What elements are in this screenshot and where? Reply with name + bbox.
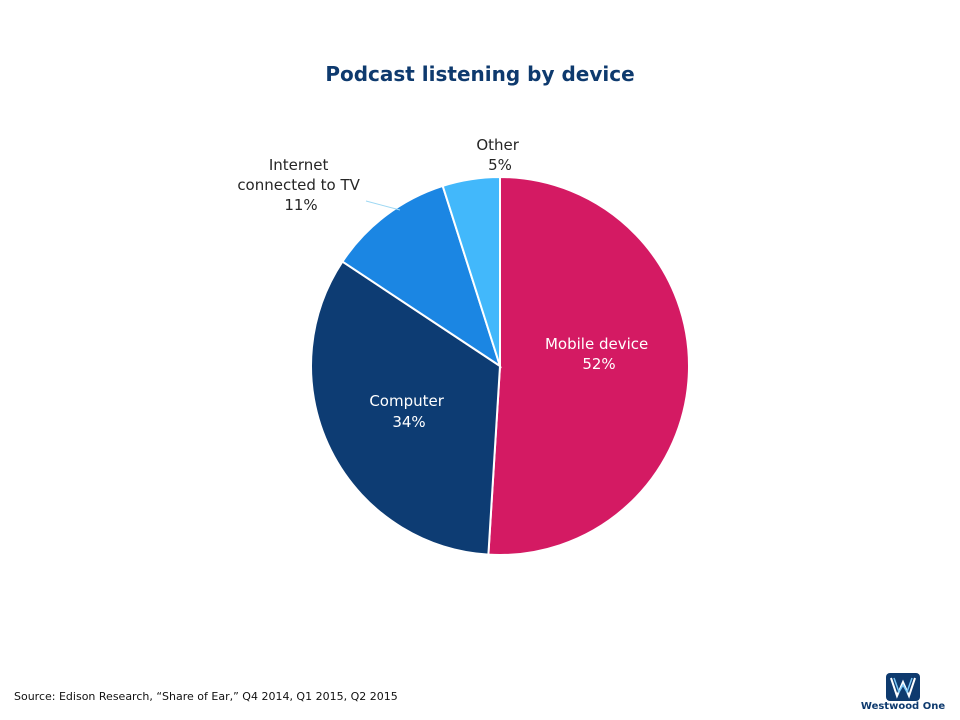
chart-title: Podcast listening by device bbox=[325, 62, 635, 86]
slice-name-internet-tv-line2: connected to TV bbox=[237, 176, 360, 194]
slice-labels: Mobile device 52% Computer 34% Internet … bbox=[237, 136, 653, 431]
source-note: Source: Edison Research, “Share of Ear,”… bbox=[14, 690, 398, 703]
slice-name-mobile-device: Mobile device bbox=[545, 335, 648, 353]
westwood-one-logo: Westwood One bbox=[858, 673, 948, 713]
slice-label-computer: Computer 34% bbox=[369, 392, 448, 431]
slice-value-internet-tv: 11% bbox=[284, 196, 317, 214]
slice-name-other: Other bbox=[476, 136, 519, 154]
slice-value-other: 5% bbox=[488, 156, 512, 174]
slice-mobile-device bbox=[487, 175, 690, 556]
slice-name-internet-tv-line1: Internet bbox=[269, 156, 329, 174]
slice-name-computer: Computer bbox=[369, 392, 444, 410]
slice-value-computer: 34% bbox=[392, 413, 425, 431]
slice-value-mobile-device: 52% bbox=[582, 355, 615, 373]
slice-label-other: Other 5% bbox=[476, 136, 523, 174]
leader-line-internet-tv bbox=[365, 200, 401, 211]
slice-label-internet-tv: Internet connected to TV 11% bbox=[237, 156, 364, 214]
logo-text: Westwood One bbox=[860, 701, 946, 712]
westwood-one-logo-icon bbox=[886, 673, 920, 701]
slice-label-mobile-device: Mobile device 52% bbox=[545, 335, 653, 373]
slice-other bbox=[441, 175, 501, 367]
slice-internet-tv bbox=[341, 184, 502, 369]
pie-slices bbox=[310, 175, 690, 556]
